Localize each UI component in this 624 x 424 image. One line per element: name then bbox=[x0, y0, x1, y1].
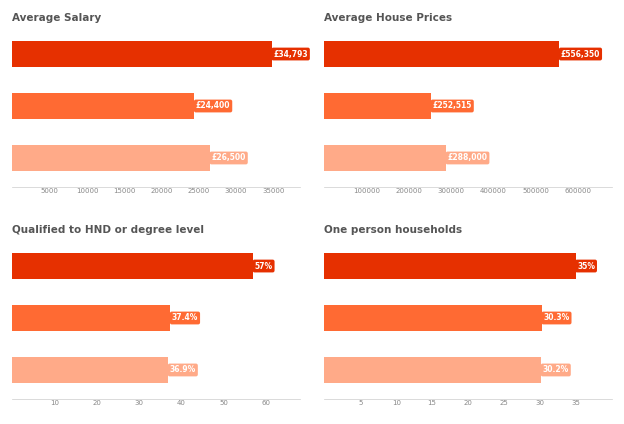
Text: Average House Prices: Average House Prices bbox=[324, 13, 452, 23]
Bar bbox=[324, 41, 559, 67]
Text: £252,515: £252,515 bbox=[432, 101, 472, 111]
Text: 35%: 35% bbox=[577, 262, 595, 271]
Text: 36.9%: 36.9% bbox=[170, 365, 196, 374]
Bar bbox=[12, 305, 170, 331]
Text: Average Salary: Average Salary bbox=[12, 13, 102, 23]
Text: 30.3%: 30.3% bbox=[544, 313, 570, 323]
Bar bbox=[324, 145, 446, 171]
Bar bbox=[324, 357, 541, 383]
Text: £34,793: £34,793 bbox=[273, 50, 308, 59]
Text: 37.4%: 37.4% bbox=[172, 313, 198, 323]
Bar bbox=[324, 93, 431, 119]
Legend: London, South West, UK: London, South West, UK bbox=[16, 239, 127, 251]
Text: 57%: 57% bbox=[255, 262, 273, 271]
Text: One person households: One person households bbox=[324, 225, 462, 235]
Text: Qualified to HND or degree level: Qualified to HND or degree level bbox=[12, 225, 205, 235]
Text: £24,400: £24,400 bbox=[196, 101, 230, 111]
Bar bbox=[324, 253, 575, 279]
Bar bbox=[12, 93, 195, 119]
Bar bbox=[324, 305, 542, 331]
Text: £26,500: £26,500 bbox=[212, 153, 246, 162]
Bar bbox=[12, 41, 272, 67]
Text: £556,350: £556,350 bbox=[561, 50, 600, 59]
Text: 30.2%: 30.2% bbox=[543, 365, 569, 374]
Bar bbox=[12, 357, 168, 383]
Bar bbox=[12, 145, 210, 171]
Legend: London, South West, UK: London, South West, UK bbox=[328, 239, 439, 251]
Text: £288,000: £288,000 bbox=[447, 153, 487, 162]
Bar bbox=[12, 253, 253, 279]
